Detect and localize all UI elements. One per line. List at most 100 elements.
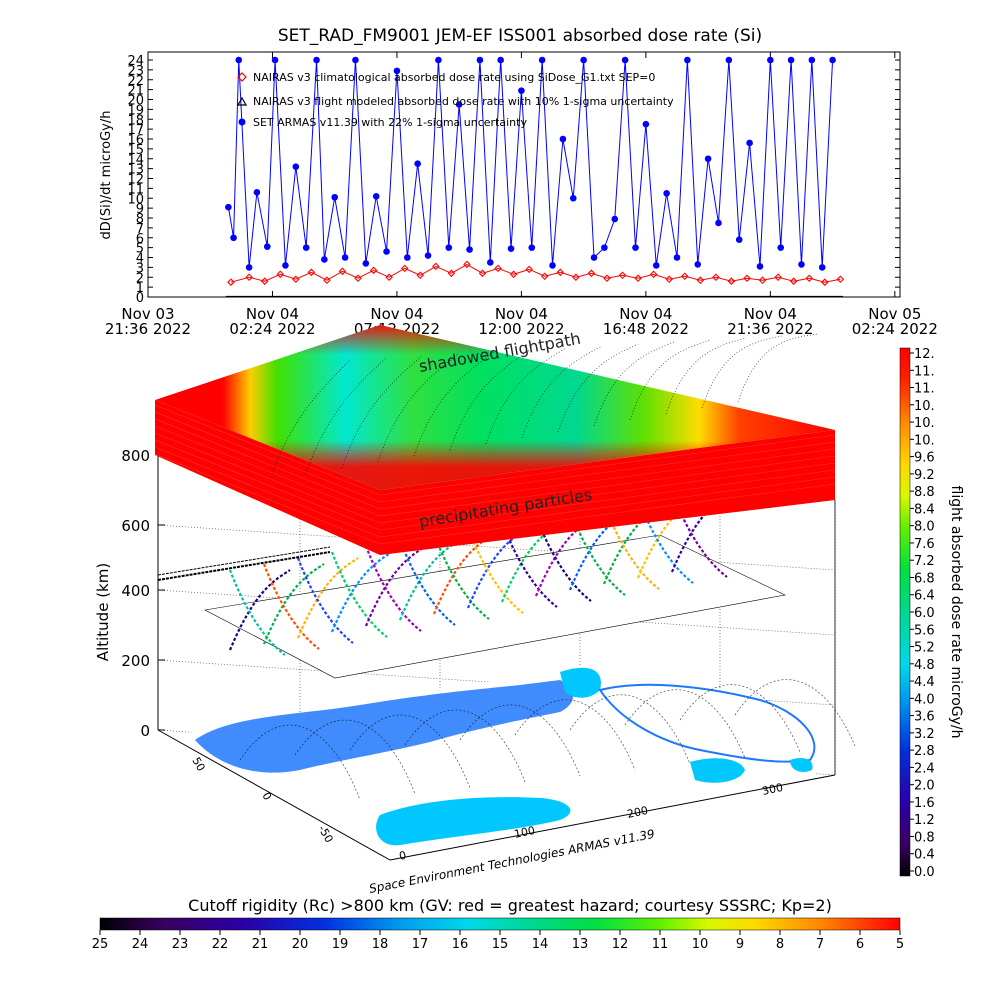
armas-point [829,56,836,64]
nairas-clim-point [618,271,627,280]
armas-point [704,155,712,163]
world-map-floor [175,665,856,855]
y-tick-label: 17 [127,123,144,138]
slab-layer-line [154,453,381,545]
colorbar-bottom-tick-label: 16 [452,937,469,952]
z-tick-label: 600 [121,517,150,535]
flight-track [670,491,728,578]
nairas-clim-point [805,274,814,283]
colorbar-bottom-tick-label: 25 [92,937,109,952]
nairas-clim-point [727,277,736,285]
armas-point [393,67,401,75]
armas-point [507,245,515,252]
colorbar-bottom-tick-label: 7 [816,937,824,952]
colorbar-bottom-tick-label: 23 [172,937,189,952]
altitude-3d-plot: 0 200 400 600 800 Altitude (km) 50 0 -50 0 100 2… [94,325,856,896]
x-tick-label: 02:24 2022 [229,320,315,338]
colorbar-bottom-tick-label: 19 [332,937,349,952]
z-axis-ticks: 0 200 400 600 800 [121,447,165,740]
nairas-clim-point [416,271,425,280]
colorbar-right-tick-label: 11. [914,364,935,379]
particle-slab: shadowed flightpath precipitating partic… [154,325,836,555]
nairas-clim-point [649,270,658,279]
x-tick-label: Nov 03 [121,305,174,323]
ground-track [459,704,581,777]
armas-point [321,256,328,263]
colorbar-bottom-tick-label: 20 [292,937,309,952]
ground-track [679,684,801,753]
armas-point [735,236,743,244]
armas-point [569,194,577,202]
colorbar-right-tick-label: 1.2 [914,813,935,828]
nairas-clim-point [338,267,347,276]
slab-layer-line [154,432,381,524]
legend-item-nairas-climatological: NAIRAS v3 climatological absorbed dose r… [237,71,655,84]
colorbar-bottom-gradient [99,917,901,931]
flight-track [262,563,320,650]
x-tick-label: 21:36 2022 [105,320,191,338]
nairas-clim-point [494,264,502,273]
y-tick-label: 4 [136,252,144,267]
x-tick-label: 16:48 2022 [603,320,689,338]
armas-point [694,261,702,268]
armas-point [497,56,504,64]
slab-layer-line [379,483,836,545]
legend-label: NAIRAS v3 climatological absorbed dose r… [253,71,655,84]
armas-point [601,244,608,251]
colorbar-right-tick-label: 6.8 [914,571,935,586]
flight-track [466,527,524,614]
legend-label: NAIRAS v3 flight modeled absorbed dose r… [253,95,674,108]
armas-point [455,101,463,108]
armas-point [767,56,774,64]
colorbar-right-tick-label: 12. [914,347,935,362]
y-tick-label: 10 [127,192,144,207]
nairas-clim-point [774,273,782,282]
ground-track [349,714,471,789]
slab-layer-line [379,441,836,503]
colorbar-right-tick-label: 0.8 [914,830,935,845]
series-nairas-climatological [227,260,845,286]
ground-track [404,709,526,783]
armas-point [362,260,370,267]
orbit-trace-line [157,551,331,581]
armas-point [414,160,421,167]
flightpath-plane [157,491,786,679]
lon-tick-label: 200 [626,804,649,821]
flight-track [636,497,694,584]
nairas-clim-point [680,272,689,281]
nairas-clim-point [432,262,440,271]
y-tick-label: 5 [136,242,144,257]
colorbar-right-tick-label: 6.0 [914,606,935,621]
slab-layer-line [154,425,381,517]
lon-axis-ticks: 0 100 200 300 [398,781,784,863]
colorbar-right-tick-label: 5.2 [914,641,935,656]
armas-point [725,56,733,64]
colorbar-bottom-label: Cutoff rigidity (Rc) >800 km (GV: red = … [188,896,832,915]
colorbar-bottom-tick-label: 21 [252,937,269,952]
armas-point [372,192,380,200]
legend: NAIRAS v3 climatological absorbed dose r… [236,71,674,129]
flight-track [262,563,325,645]
armas-point [331,193,339,201]
y-tick-label: 14 [127,153,144,168]
armas-point [341,254,349,261]
armas-point [435,56,442,64]
colorbar-right-tick-label: 4.8 [914,658,935,673]
y-tick-label: 1 [136,281,144,296]
nairas-clim-point [525,265,533,274]
colorbar-bottom-ticks: 25 24 23 22 21 20 19 18 17 16 15 14 13 12 11 10 9 8 7 6 5 [92,930,904,952]
armas-point [746,139,753,147]
colorbar-bottom-tick-label: 10 [692,937,709,952]
colorbar-bottom-tick-label: 17 [412,937,429,952]
slab-layer-line [379,476,836,538]
ground-tracks [239,679,856,801]
colorbar-right-label: flight absorbed dose rate microGy/h [948,486,964,739]
z-tick-label: 800 [121,447,150,465]
armas-point [818,264,826,271]
y-tick-label: 22 [127,74,144,89]
armas-point [684,56,691,64]
colorbar-right-tick-label: 1.6 [914,796,935,811]
colorbar-bottom-tick-label: 22 [212,937,229,952]
slab-layer-line [154,446,381,538]
